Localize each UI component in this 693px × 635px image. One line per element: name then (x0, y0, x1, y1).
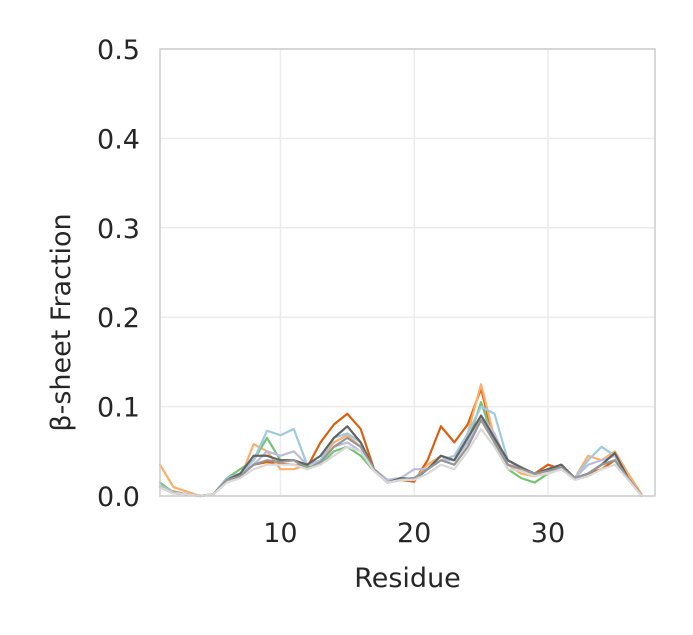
x-tick-label: 10 (263, 518, 297, 549)
y-tick-label: 0.3 (97, 214, 140, 245)
x-tick-label: 20 (397, 518, 431, 549)
grid (160, 48, 655, 497)
y-tick-label: 0.1 (97, 393, 140, 424)
y-tick-label: 0.0 (97, 482, 140, 513)
series-line-5 (158, 414, 643, 498)
plot-frame (159, 48, 656, 497)
x-tick-labels: 10 20 30 (263, 518, 565, 549)
y-tick-label: 0.2 (97, 303, 140, 334)
series-line-8 (158, 427, 643, 498)
series-line-4 (158, 405, 643, 498)
y-tick-label: 0.4 (97, 124, 140, 155)
y-tick-labels: 0.0 0.1 0.2 0.3 0.4 0.5 (97, 35, 140, 513)
y-axis-label: β-sheet Fraction (46, 213, 77, 431)
x-axis-label: Residue (354, 563, 461, 594)
x-tick-label: 30 (531, 518, 565, 549)
series-lines (158, 383, 643, 498)
y-tick-label: 0.5 (97, 35, 140, 66)
series-line-7 (158, 418, 643, 498)
series-line-6 (158, 414, 643, 498)
